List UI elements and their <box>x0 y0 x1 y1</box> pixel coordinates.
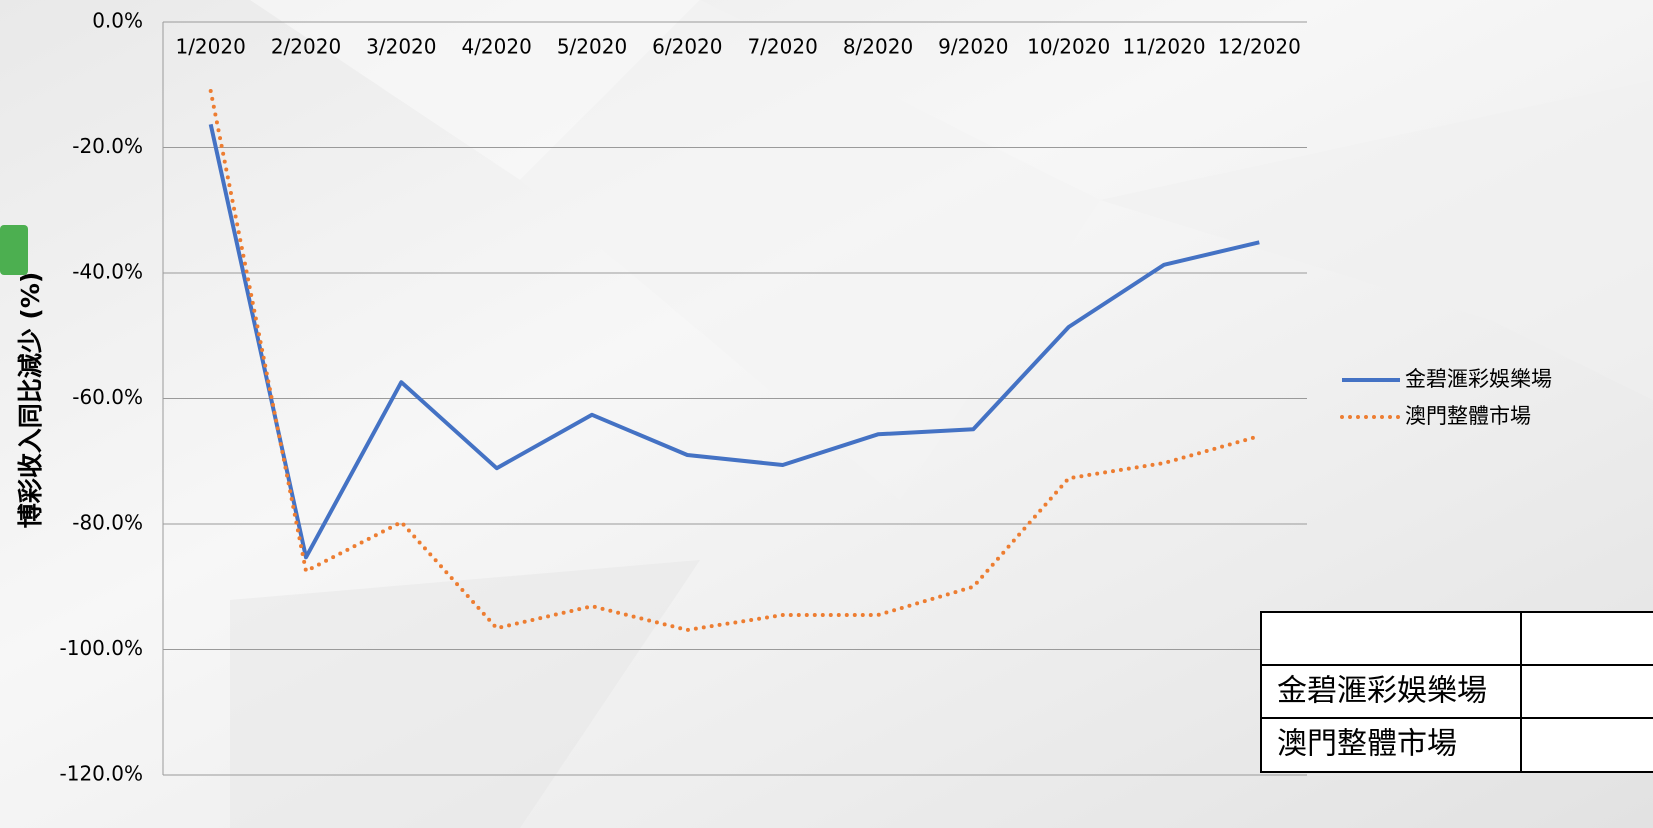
x-tick-label: 4/2020 <box>461 35 531 59</box>
y-tick-label: -20.0% <box>72 134 143 158</box>
y-tick-label: -40.0% <box>72 260 143 284</box>
x-tick-label: 6/2020 <box>652 35 722 59</box>
y-tick-label: -120.0% <box>60 762 143 786</box>
y-tick-label: 0.0% <box>92 9 143 33</box>
x-tick-label: 11/2020 <box>1122 35 1205 59</box>
x-tick-label: 1/2020 <box>175 35 245 59</box>
page: 博彩收入同比減少 (%) 0.0% -20.0% -40.0% -60.0% -80.0… <box>0 0 1653 828</box>
legend-label: 澳門整體市場 <box>1405 404 1531 428</box>
y-tick-label: -100.0% <box>60 636 143 660</box>
x-tick-label: 7/2020 <box>747 35 817 59</box>
money-icon <box>0 225 28 275</box>
x-tick-label: 2/2020 <box>271 35 341 59</box>
legend-label: 金碧滙彩娛樂場 <box>1405 367 1552 391</box>
x-tick-label: 9/2020 <box>938 35 1008 59</box>
y-axis-label: 博彩收入同比減少 (%) <box>16 272 45 529</box>
y-tick-label: -80.0% <box>72 511 143 535</box>
chart: 博彩收入同比減少 (%) 0.0% -20.0% -40.0% -60.0% -80.0… <box>0 0 1653 828</box>
table-row-label: 金碧滙彩娛樂場 <box>1277 674 1487 709</box>
x-tick-label: 8/2020 <box>843 35 913 59</box>
table-row-label: 澳門整體市場 <box>1277 727 1457 762</box>
x-tick-label: 12/2020 <box>1218 35 1301 59</box>
x-tick-label: 5/2020 <box>557 35 627 59</box>
x-tick-label: 3/2020 <box>366 35 436 59</box>
y-tick-label: -60.0% <box>72 385 143 409</box>
x-tick-label: 10/2020 <box>1027 35 1110 59</box>
